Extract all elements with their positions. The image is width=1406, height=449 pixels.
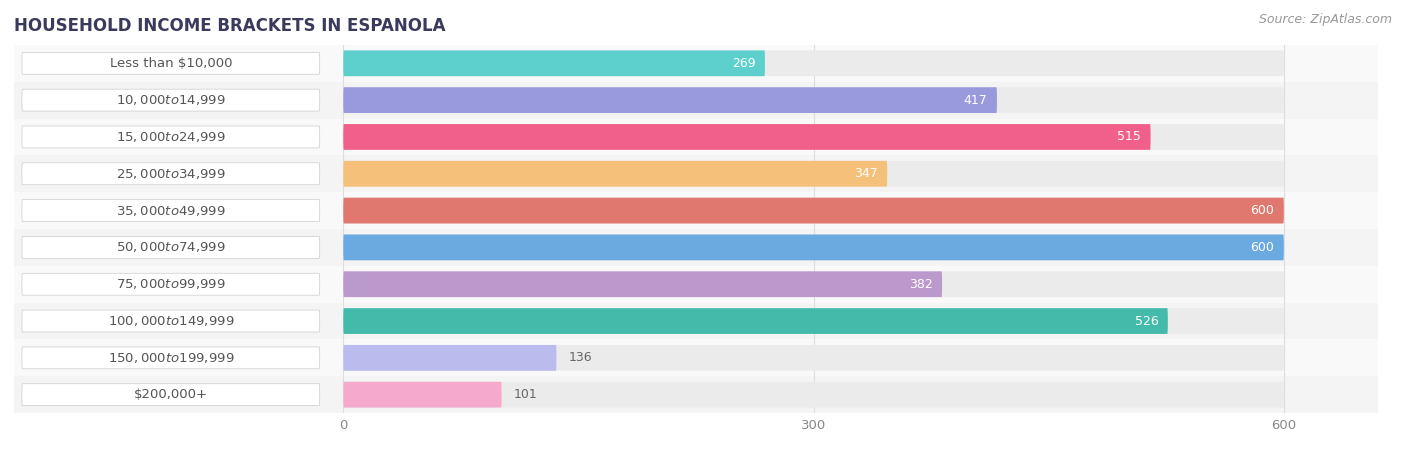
Text: 417: 417: [963, 94, 987, 106]
FancyBboxPatch shape: [22, 89, 319, 111]
FancyBboxPatch shape: [22, 310, 319, 332]
Text: $50,000 to $74,999: $50,000 to $74,999: [115, 240, 225, 255]
Bar: [14, 229, 1378, 266]
FancyBboxPatch shape: [343, 382, 502, 408]
FancyBboxPatch shape: [343, 234, 1284, 260]
Bar: [14, 119, 1378, 155]
Text: HOUSEHOLD INCOME BRACKETS IN ESPANOLA: HOUSEHOLD INCOME BRACKETS IN ESPANOLA: [14, 17, 446, 35]
Bar: [14, 192, 1378, 229]
Text: 382: 382: [908, 278, 932, 291]
Bar: [14, 45, 1378, 82]
FancyBboxPatch shape: [343, 161, 1284, 187]
FancyBboxPatch shape: [22, 273, 319, 295]
FancyBboxPatch shape: [343, 198, 1284, 224]
FancyBboxPatch shape: [343, 124, 1284, 150]
FancyBboxPatch shape: [22, 384, 319, 405]
Bar: [14, 266, 1378, 303]
FancyBboxPatch shape: [343, 124, 1150, 150]
FancyBboxPatch shape: [343, 87, 997, 113]
Bar: [14, 376, 1378, 413]
FancyBboxPatch shape: [22, 126, 319, 148]
FancyBboxPatch shape: [343, 161, 887, 187]
Text: $75,000 to $99,999: $75,000 to $99,999: [115, 277, 225, 291]
Text: 269: 269: [733, 57, 755, 70]
Text: 101: 101: [515, 388, 538, 401]
FancyBboxPatch shape: [343, 50, 765, 76]
Text: 600: 600: [1250, 204, 1274, 217]
Text: 600: 600: [1250, 241, 1274, 254]
Bar: [14, 339, 1378, 376]
FancyBboxPatch shape: [22, 163, 319, 185]
Bar: [14, 82, 1378, 119]
FancyBboxPatch shape: [343, 308, 1284, 334]
FancyBboxPatch shape: [343, 382, 1284, 408]
Bar: [14, 303, 1378, 339]
FancyBboxPatch shape: [343, 198, 1284, 224]
FancyBboxPatch shape: [343, 308, 1168, 334]
Text: Source: ZipAtlas.com: Source: ZipAtlas.com: [1258, 13, 1392, 26]
FancyBboxPatch shape: [343, 345, 1284, 371]
Text: $200,000+: $200,000+: [134, 388, 208, 401]
FancyBboxPatch shape: [22, 200, 319, 221]
FancyBboxPatch shape: [22, 237, 319, 258]
Text: 347: 347: [853, 167, 877, 180]
Text: $25,000 to $34,999: $25,000 to $34,999: [115, 167, 225, 181]
Text: $100,000 to $149,999: $100,000 to $149,999: [107, 314, 233, 328]
FancyBboxPatch shape: [343, 50, 1284, 76]
Text: 136: 136: [569, 352, 592, 364]
FancyBboxPatch shape: [343, 271, 942, 297]
Text: $150,000 to $199,999: $150,000 to $199,999: [107, 351, 233, 365]
FancyBboxPatch shape: [343, 271, 1284, 297]
FancyBboxPatch shape: [343, 87, 1284, 113]
Text: 526: 526: [1135, 315, 1159, 327]
Text: $35,000 to $49,999: $35,000 to $49,999: [115, 203, 225, 218]
FancyBboxPatch shape: [22, 53, 319, 74]
Text: $15,000 to $24,999: $15,000 to $24,999: [115, 130, 225, 144]
Bar: [14, 155, 1378, 192]
Text: 515: 515: [1118, 131, 1142, 143]
FancyBboxPatch shape: [343, 234, 1284, 260]
FancyBboxPatch shape: [22, 347, 319, 369]
FancyBboxPatch shape: [343, 345, 557, 371]
Text: Less than $10,000: Less than $10,000: [110, 57, 232, 70]
Text: $10,000 to $14,999: $10,000 to $14,999: [115, 93, 225, 107]
